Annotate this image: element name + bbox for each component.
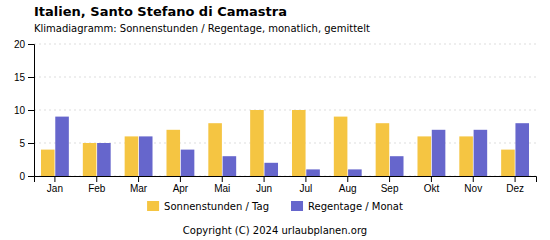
bar <box>306 169 320 176</box>
bars <box>41 110 529 176</box>
y-tick: 10 <box>14 105 34 116</box>
x-tick-mark <box>96 176 97 182</box>
x-tick-label: Jun <box>256 183 272 194</box>
x-tick: Aug <box>339 176 357 194</box>
y-tick-mark <box>28 77 34 78</box>
x-tick-label: Okt <box>424 183 440 194</box>
bar <box>390 156 404 176</box>
y-tick: 20 <box>14 39 34 50</box>
chart-container: Italien, Santo Stefano di Camastra Klimad… <box>0 0 550 240</box>
bar <box>250 110 264 176</box>
y-tick-label: 20 <box>14 39 26 50</box>
x-axis: Jan Feb Mar Apr Mai Jun Jul Aug Sep Okt Nov Dez <box>35 176 537 194</box>
x-tick-label: Mar <box>130 183 148 194</box>
bar <box>208 123 222 176</box>
x-tick-mark <box>389 176 390 182</box>
y-tick: 15 <box>14 72 34 83</box>
chart: Italien, Santo Stefano di Camastra Klimad… <box>0 0 550 240</box>
x-tick: Nov <box>464 176 482 194</box>
y-tick-mark <box>28 44 34 45</box>
x-tick-mark <box>473 176 474 182</box>
y-tick-label: 5 <box>19 138 25 149</box>
bar <box>515 123 529 176</box>
y-tick-mark <box>28 110 34 111</box>
x-tick-mark <box>54 176 55 182</box>
bar <box>334 117 348 176</box>
bar <box>181 150 195 176</box>
x-tick: Okt <box>424 176 440 194</box>
bar <box>125 136 139 176</box>
y-tick: 5 <box>19 138 34 149</box>
x-tick-mark <box>222 176 223 182</box>
legend-item: Regentage / Monat <box>291 201 403 212</box>
x-tick-mark <box>180 176 181 182</box>
bar <box>348 169 362 176</box>
y-tick-mark <box>28 176 34 177</box>
bar <box>501 150 515 176</box>
x-tick-label: Apr <box>173 183 189 194</box>
y-tick: 0 <box>19 171 34 182</box>
x-tick-label: Aug <box>339 183 357 194</box>
y-tick-mark <box>28 143 34 144</box>
bar <box>41 150 55 176</box>
title: Italien, Santo Stefano di Camastra <box>34 4 287 19</box>
x-tick: Jan <box>47 176 63 194</box>
x-tick-label: Dez <box>506 183 524 194</box>
x-tick: Sep <box>381 176 399 194</box>
legend-item: Sonnenstunden / Tag <box>147 201 269 212</box>
x-tick-mark <box>515 176 516 182</box>
y-tick-label: 0 <box>19 171 25 182</box>
grid <box>34 44 536 176</box>
x-tick-label: Jan <box>47 183 63 194</box>
x-tick-label: Sep <box>381 183 399 194</box>
y-axis-line <box>28 45 35 177</box>
grid-line <box>34 110 536 111</box>
bar-series <box>41 110 515 176</box>
x-tick: Mar <box>130 176 148 194</box>
y-tick-label: 10 <box>14 105 26 116</box>
bar <box>166 130 180 176</box>
subtitle: Klimadiagramm: Sonnenstunden / Regentage… <box>34 23 370 34</box>
y-axis: 0 5 10 15 20 <box>14 39 35 182</box>
plot-area: 0 5 10 15 20 Jan Feb Mar Apr Mai Jun Jul Aug Sep Okt No… <box>14 39 537 194</box>
x-tick: Feb <box>88 176 106 194</box>
y-tick-label: 15 <box>14 72 26 83</box>
bar <box>417 136 431 176</box>
x-tick: Mai <box>214 176 230 194</box>
x-tick-mark <box>347 176 348 182</box>
legend-label: Regentage / Monat <box>308 201 403 212</box>
x-tick-mark <box>138 176 139 182</box>
x-tick: Apr <box>173 176 189 194</box>
bar <box>139 136 153 176</box>
legend-swatch <box>147 201 159 211</box>
legend: Sonnenstunden / Tag Regentage / Monat <box>147 201 403 212</box>
bar <box>83 143 97 176</box>
grid-line <box>34 44 536 45</box>
legend-label: Sonnenstunden / Tag <box>164 201 269 212</box>
x-tick: Dez <box>506 176 524 194</box>
x-tick: Jun <box>256 176 272 194</box>
x-tick-label: Jul <box>300 183 313 194</box>
x-tick-label: Nov <box>464 183 482 194</box>
bar-series <box>55 117 529 176</box>
x-tick-label: Feb <box>88 183 106 194</box>
bar <box>223 156 237 176</box>
bar <box>292 110 306 176</box>
annotation: Copyright (C) 2024 urlaubplanen.org <box>183 225 367 236</box>
bar <box>459 136 473 176</box>
x-tick-label: Mai <box>214 183 230 194</box>
x-tick-mark <box>264 176 265 182</box>
bar <box>474 130 488 176</box>
bar <box>55 117 69 176</box>
x-tick: Jul <box>300 176 313 194</box>
legend-swatch <box>291 201 303 211</box>
grid-line <box>34 77 536 78</box>
bar <box>376 123 390 176</box>
bar <box>264 163 278 176</box>
x-tick-mark <box>305 176 306 182</box>
x-axis-line <box>35 177 537 183</box>
bar <box>432 130 446 176</box>
x-tick-mark <box>431 176 432 182</box>
bar <box>97 143 111 176</box>
